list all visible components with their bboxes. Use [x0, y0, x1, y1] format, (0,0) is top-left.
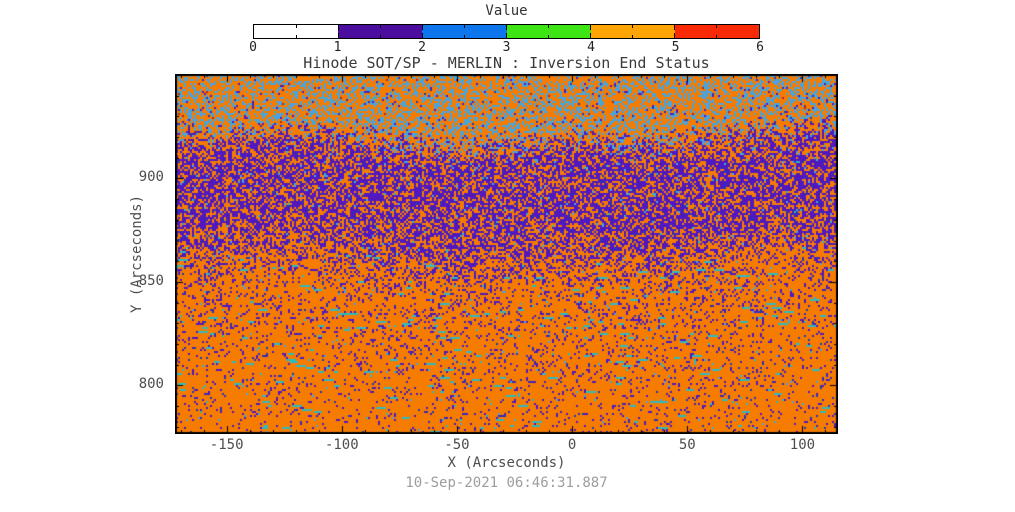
- x-tick-labels: -150 -100 -50 0 50 100: [176, 437, 837, 453]
- y-tick-label: 850: [138, 272, 164, 289]
- colorbar-tick: [463, 35, 465, 38]
- colorbar-tick: [716, 35, 718, 38]
- colorbar-tick: [295, 25, 297, 28]
- colorbar-segment: [590, 25, 675, 38]
- y-tick-label: 900: [138, 169, 164, 186]
- colorbar-title: Value: [485, 3, 528, 19]
- colorbar-segment: [422, 25, 507, 38]
- colorbar-tick: [379, 25, 381, 28]
- colorbar-tick: [463, 25, 465, 28]
- timestamp: 10-Sep-2021 06:46:31.887: [405, 475, 608, 491]
- colorbar-tick: [506, 33, 507, 38]
- colorbar-tick: [379, 35, 381, 38]
- colorbar-tick: [506, 25, 507, 30]
- colorbar-bar: [253, 24, 760, 39]
- colorbar-tick-label: 4: [587, 40, 595, 55]
- colorbar-tick: [590, 33, 592, 38]
- colorbar-tick-label: 6: [756, 40, 764, 55]
- x-tick-label: 0: [567, 437, 577, 453]
- colorbar-tick-labels: 0 1 2 3 4 5 6: [249, 40, 764, 56]
- colorbar-tick: [632, 35, 634, 38]
- x-tick-label: -50: [444, 437, 470, 453]
- colorbar-segment: [674, 25, 760, 38]
- y-tick-labels: 800 850 900: [118, 75, 168, 433]
- colorbar-tick: [674, 25, 676, 30]
- colorbar-tick-label: 2: [418, 40, 426, 55]
- colorbar-tick: [674, 33, 676, 38]
- colorbar-segment: [506, 25, 591, 38]
- x-tick-label: 100: [789, 437, 816, 453]
- colorbar-tick-label: 1: [333, 40, 342, 55]
- status-map-canvas: [175, 74, 838, 434]
- colorbar-tick: [632, 25, 634, 28]
- x-tick-label: 50: [678, 437, 696, 453]
- colorbar-tick: [421, 25, 423, 30]
- colorbar-tick: [590, 25, 592, 30]
- colorbar-segment: [254, 25, 339, 38]
- y-tick-label: 800: [138, 376, 164, 393]
- colorbar-tick: [295, 35, 297, 38]
- colorbar-segment: [338, 25, 423, 38]
- colorbar-tick: [337, 33, 339, 38]
- colorbar-tick: [716, 25, 718, 28]
- colorbar-tick: [421, 33, 423, 38]
- colorbar-tick: [337, 25, 339, 30]
- colorbar-tick: [548, 35, 550, 38]
- x-tick-label: -150: [209, 437, 244, 453]
- x-tick-label: -100: [324, 437, 359, 453]
- colorbar-tick-label: 0: [249, 40, 257, 55]
- colorbar-tick-label: 5: [671, 40, 680, 55]
- x-axis-label: X (Arcseconds): [447, 455, 566, 471]
- colorbar-tick: [548, 25, 550, 28]
- colorbar-tick-label: 3: [502, 40, 511, 55]
- plot-title: Hinode SOT/SP - MERLIN : Inversion End S…: [303, 54, 710, 72]
